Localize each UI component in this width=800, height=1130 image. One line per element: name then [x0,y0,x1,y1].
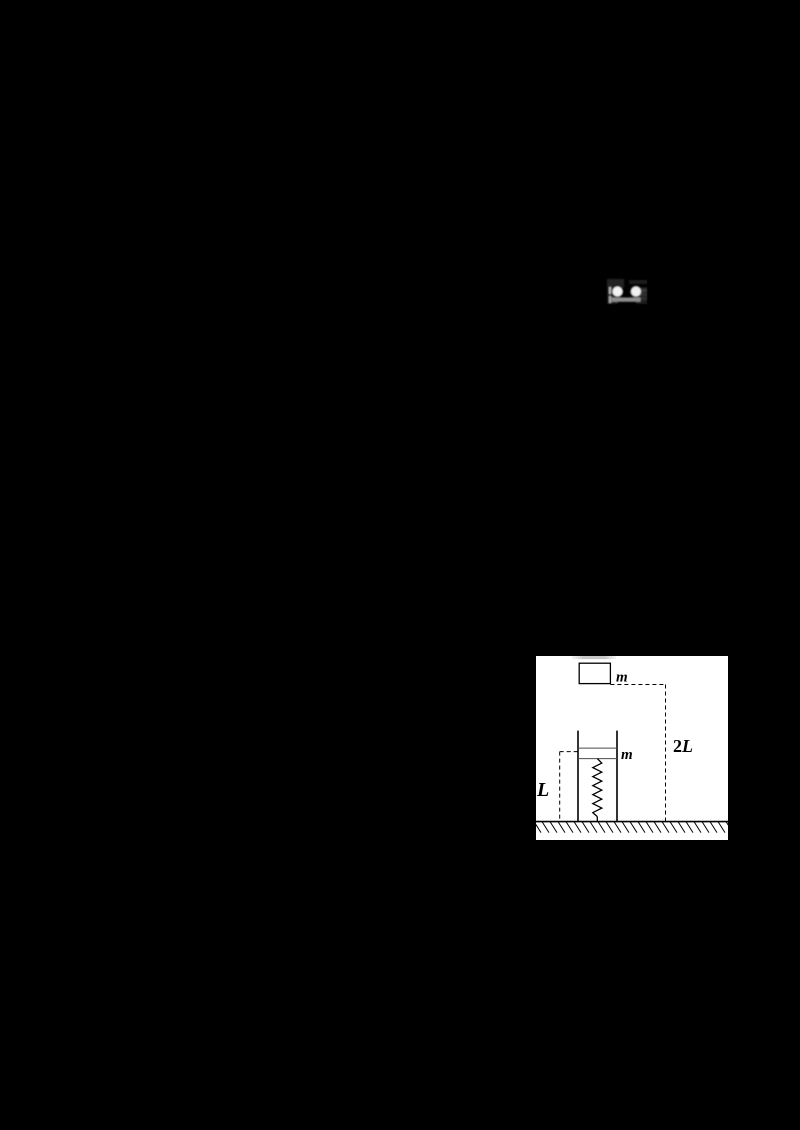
svg-text:L: L [536,779,549,801]
svg-text:m: m [616,670,628,686]
svg-text:2L: 2L [673,736,693,756]
svg-text:m: m [621,747,633,763]
